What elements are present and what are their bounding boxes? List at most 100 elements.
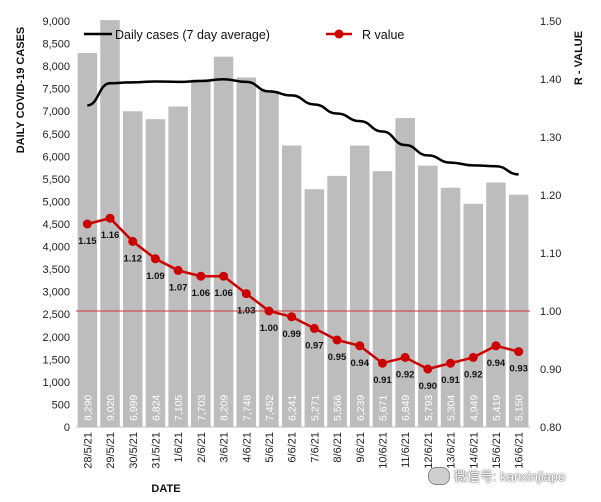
x-tick-label: 11/6/21: [400, 432, 412, 468]
r-point: [377, 358, 387, 368]
x-tick-label: 31/5/21: [150, 432, 162, 469]
r-labels-layer: 1.15 1.16 1.121.09 1.07 1.06 1.06 1.03 1.000.99…: [78, 230, 528, 392]
bar: [281, 145, 302, 428]
left-tick-label: 1,500: [42, 354, 70, 366]
bar: [213, 56, 234, 427]
bar-value-label: 5,566: [332, 395, 344, 421]
r-point: [287, 312, 297, 322]
r-value-label: 1.00: [260, 323, 279, 334]
r-point: [446, 358, 456, 368]
r-value-label: 1.09: [146, 271, 165, 282]
left-tick-label: 3,500: [42, 264, 70, 276]
x-tick-label: 28/5/21: [82, 432, 94, 469]
bar: [236, 77, 257, 427]
r-point: [264, 306, 274, 316]
bar-value-label: 8,209: [219, 395, 231, 421]
r-point: [150, 254, 160, 264]
x-tick-label: 4/6/21: [241, 432, 253, 463]
r-point: [400, 352, 410, 362]
r-value-label: 1.06: [214, 288, 233, 299]
bar-value-label: 5,419: [491, 395, 503, 421]
left-axis-ticks: 0 500 1,000 1,500 2,000 2,500 3,000 3,500 4,000 4…: [42, 16, 70, 434]
bar-value-label: 5,793: [423, 395, 435, 421]
left-tick-label: 6,000: [42, 151, 70, 163]
r-value-label: 0.90: [419, 381, 438, 392]
bar-value-label: 6,824: [150, 395, 162, 421]
x-tick-label: 6/6/21: [287, 432, 299, 463]
x-tick-label: 14/6/21: [468, 432, 480, 469]
r-point: [82, 219, 92, 229]
left-tick-label: 1,000: [42, 377, 70, 389]
watermark-text: 微信号: kanxinjiapo: [454, 469, 566, 484]
bar-value-label: 8,290: [82, 395, 94, 421]
wechat-icon: [428, 466, 450, 485]
right-axis-ticks: 0.80 0.90 1.00 1.10 1.20 1.30 1.40 1.50: [540, 16, 561, 434]
r-point: [105, 213, 115, 223]
bar-value-label: 7,452: [264, 395, 276, 421]
bar: [372, 171, 393, 427]
left-tick-label: 9,000: [42, 16, 70, 28]
left-axis-title: DAILY COVID-19 CASES: [15, 27, 27, 154]
x-tick-label: 30/5/21: [128, 432, 140, 469]
r-value-label: 0.99: [282, 329, 301, 340]
r-value-label: 0.94: [487, 358, 506, 369]
r-value-label: 0.95: [328, 352, 347, 363]
r-value-label: 1.12: [124, 253, 143, 264]
bar: [191, 79, 211, 428]
x-tick-label: 1/6/21: [173, 432, 185, 463]
bar-value-label: 4,949: [468, 395, 480, 421]
r-point: [355, 341, 365, 351]
r-value-label: 0.94: [351, 358, 370, 369]
right-tick-label: 1.50: [540, 16, 561, 28]
bar-value-label: 7,748: [241, 395, 253, 421]
bar: [77, 53, 98, 427]
x-tick-label: 9/6/21: [355, 432, 367, 463]
x-tick-label: 7/6/21: [309, 432, 321, 463]
x-tick-label: 15/6/21: [491, 432, 503, 469]
left-tick-label: 0: [64, 422, 70, 434]
left-tick-label: 6,500: [42, 129, 70, 141]
avg-line: [87, 77, 519, 176]
x-tick-label: 2/6/21: [196, 432, 208, 463]
left-tick-label: 2,000: [42, 332, 70, 344]
r-point: [128, 236, 138, 246]
left-tick-label: 5,500: [42, 174, 70, 186]
r-point: [468, 352, 478, 362]
right-tick-label: 1.40: [540, 74, 561, 86]
legend-r-marker: [334, 29, 344, 39]
bar-value-label: 6,239: [355, 395, 367, 421]
bar: [100, 20, 120, 427]
bar-value-label: 7,703: [196, 395, 208, 421]
right-tick-label: 0.90: [540, 364, 561, 376]
left-tick-label: 5,000: [42, 196, 70, 208]
r-point: [514, 347, 524, 357]
right-tick-label: 1.30: [540, 132, 561, 144]
bar: [486, 182, 506, 427]
r-point: [309, 323, 319, 333]
left-tick-label: 8,000: [42, 61, 70, 73]
left-tick-label: 4,500: [42, 219, 70, 231]
bar: [418, 165, 438, 427]
x-tick-label: 16/6/21: [514, 432, 526, 469]
bar-labels-layer: 8,290 9,020 6,999 6,824 7,105 7,703 8,209 7,748…: [82, 395, 525, 421]
bar-value-label: 5,304: [446, 395, 458, 421]
bar-value-label: 6,999: [128, 395, 140, 421]
r-point: [332, 335, 342, 345]
r-points-layer: [82, 213, 524, 374]
legend-avg-label: Daily cases (7 day average): [115, 28, 270, 42]
r-value-label: 0.93: [509, 364, 528, 375]
left-tick-label: 500: [52, 399, 70, 411]
bars-layer: [77, 20, 529, 428]
left-tick-label: 7,500: [42, 84, 70, 96]
r-value-label: 1.03: [237, 306, 256, 317]
x-tick-label: 3/6/21: [219, 432, 231, 463]
x-axis-ticks: 28/5/21 29/5/21 30/5/21 31/5/21 1/6/21 2/6/21…: [82, 432, 525, 469]
x-tick-label: 12/6/21: [423, 432, 435, 469]
right-axis-title: R - VALUE: [573, 31, 585, 85]
left-tick-label: 2,500: [42, 309, 70, 321]
right-tick-label: 0.80: [540, 422, 561, 434]
bar-value-label: 5,671: [377, 395, 389, 421]
r-point: [423, 364, 433, 374]
watermark: 微信号: kanxinjiapo: [428, 466, 565, 485]
